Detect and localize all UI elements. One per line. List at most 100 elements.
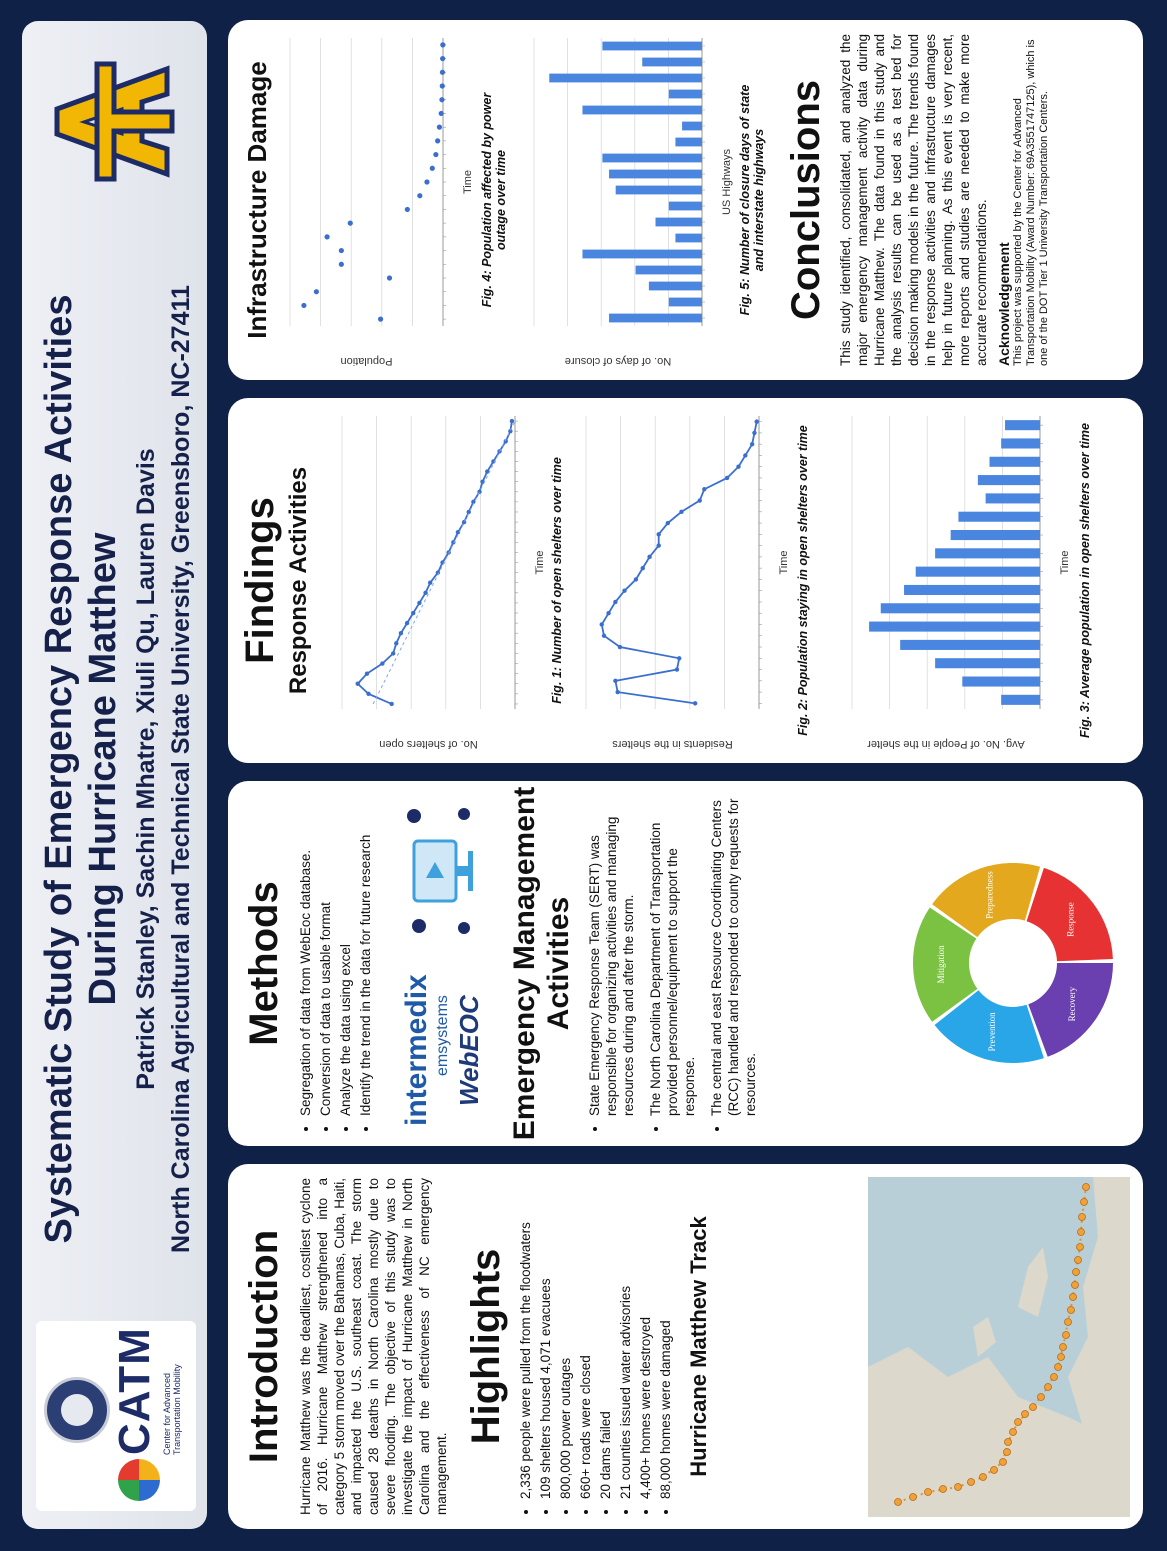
- point: [599, 622, 604, 627]
- fig4-caption-line2: outage over time: [494, 149, 508, 251]
- bar: [935, 658, 1040, 669]
- point: [622, 588, 627, 593]
- bar: [609, 313, 702, 323]
- x-axis-label: Time: [462, 170, 474, 194]
- point: [471, 499, 476, 505]
- fig5-chart: No. of days of closure US Highways: [533, 38, 733, 367]
- em-activities-heading-line2: Activities: [542, 896, 575, 1031]
- methods-item: Analyze the data using excel: [337, 795, 354, 1116]
- cycle-label: Prevention: [987, 1012, 997, 1051]
- bar: [989, 456, 1041, 467]
- point: [436, 124, 443, 130]
- fig3-caption: Fig. 3: Average population in open shelt…: [1078, 423, 1092, 738]
- bar: [958, 511, 1040, 522]
- hurricane-track-map: [868, 1177, 1130, 1517]
- highlight-item: 800,000 power outages: [557, 1178, 574, 1499]
- bar: [668, 201, 702, 211]
- fig4-caption-line1: Fig. 4: Population affected by power: [480, 92, 494, 308]
- fig1-caption: Fig. 1: Number of open shelters over tim…: [550, 457, 564, 704]
- point: [417, 600, 422, 606]
- bar: [609, 169, 702, 179]
- bar: [985, 493, 1040, 504]
- point: [338, 261, 344, 267]
- bar: [977, 475, 1041, 486]
- bar: [602, 41, 702, 51]
- highlight-item: 660+ roads were closed: [577, 1178, 594, 1499]
- fig1: No. of shelters open Time: [332, 406, 547, 755]
- bar: [950, 529, 1040, 541]
- point: [503, 439, 508, 444]
- fig5-caption: Fig. 5: Number of closure days of state …: [738, 28, 766, 372]
- highlight-item: 4,400+ homes were destroyed: [637, 1178, 654, 1499]
- point: [364, 671, 370, 676]
- point: [656, 543, 661, 548]
- highlight-item: 88,000 homes were damaged: [657, 1178, 674, 1499]
- dot-seal-icon: [44, 1377, 110, 1443]
- highlight-item: 2,336 people were pulled from the floodw…: [517, 1178, 534, 1499]
- point: [424, 179, 430, 185]
- ncat-logo: AT: [42, 49, 187, 194]
- bar: [675, 137, 702, 147]
- bar: [642, 57, 702, 67]
- point: [377, 316, 384, 322]
- point: [440, 42, 446, 48]
- bar: [582, 249, 702, 259]
- bar: [675, 233, 702, 243]
- ncat-logo-text: AT: [42, 175, 46, 194]
- fig3: Avg. No. of People in the shelter Time: [842, 406, 1072, 755]
- bar: [962, 676, 1040, 687]
- point: [508, 428, 513, 434]
- methods-heading: Methods: [242, 881, 286, 1046]
- infrastructure-heading: Infrastructure Damage: [242, 61, 272, 339]
- point: [439, 69, 446, 75]
- header: CATM Center for Advanced Transportation …: [22, 21, 207, 1529]
- point: [411, 610, 416, 616]
- point: [647, 554, 652, 560]
- point: [433, 151, 439, 158]
- methods-item: Conversion of data to usable format: [317, 795, 334, 1116]
- series-line: [356, 420, 513, 705]
- fig4-caption: Fig. 4: Population affected by power out…: [480, 28, 508, 372]
- bar: [869, 621, 1040, 632]
- bar: [935, 548, 1040, 559]
- bar: [635, 265, 702, 275]
- webeoc-logo-text: WebEOC: [454, 995, 484, 1106]
- point: [724, 475, 730, 481]
- point: [613, 599, 618, 605]
- introduction-heading: Introduction: [242, 1229, 286, 1464]
- point: [338, 247, 344, 254]
- cycle-label: Preparedness: [984, 871, 994, 919]
- em-activities-heading: Emergency Management Activities: [508, 781, 576, 1146]
- introduction-text: Hurricane Matthew was the deadliest, cos…: [298, 1178, 449, 1515]
- affiliation: North Carolina Agricultural and Technica…: [167, 285, 195, 1253]
- poster-title-line1: Systematic Study of Emergency Response A…: [38, 294, 80, 1244]
- y-axis-label: Avg. No. of People in the shelter: [867, 738, 1025, 750]
- bar: [602, 153, 702, 163]
- catm-logo: CATM Center for Advanced Transportation …: [36, 1321, 196, 1511]
- point: [389, 701, 394, 707]
- cycle-segment: [1026, 867, 1113, 962]
- poster-title-line2: During Hurricane Matthew: [82, 532, 124, 1006]
- series-line: [600, 421, 758, 705]
- conclusions-heading: Conclusions: [784, 79, 828, 321]
- point: [617, 644, 623, 650]
- point: [404, 206, 410, 213]
- point: [394, 641, 399, 646]
- computer-icon: [407, 808, 473, 934]
- fig2: Residents in the shelters Time: [576, 406, 791, 755]
- point: [466, 509, 471, 515]
- bar: [582, 105, 702, 115]
- bar: [655, 217, 703, 227]
- point: [702, 487, 707, 492]
- findings-subheading: Response Activities: [285, 466, 312, 695]
- highlight-item: 21 counties issued water advisories: [617, 1178, 634, 1499]
- point: [749, 441, 755, 447]
- point: [640, 565, 645, 571]
- point: [679, 509, 684, 514]
- bar: [682, 121, 703, 131]
- cycle-label: Recovery: [1067, 986, 1077, 1021]
- point: [435, 138, 441, 144]
- webeoc-logo-area: intermedix emsystems WebEOC: [388, 781, 498, 1146]
- point: [390, 651, 396, 656]
